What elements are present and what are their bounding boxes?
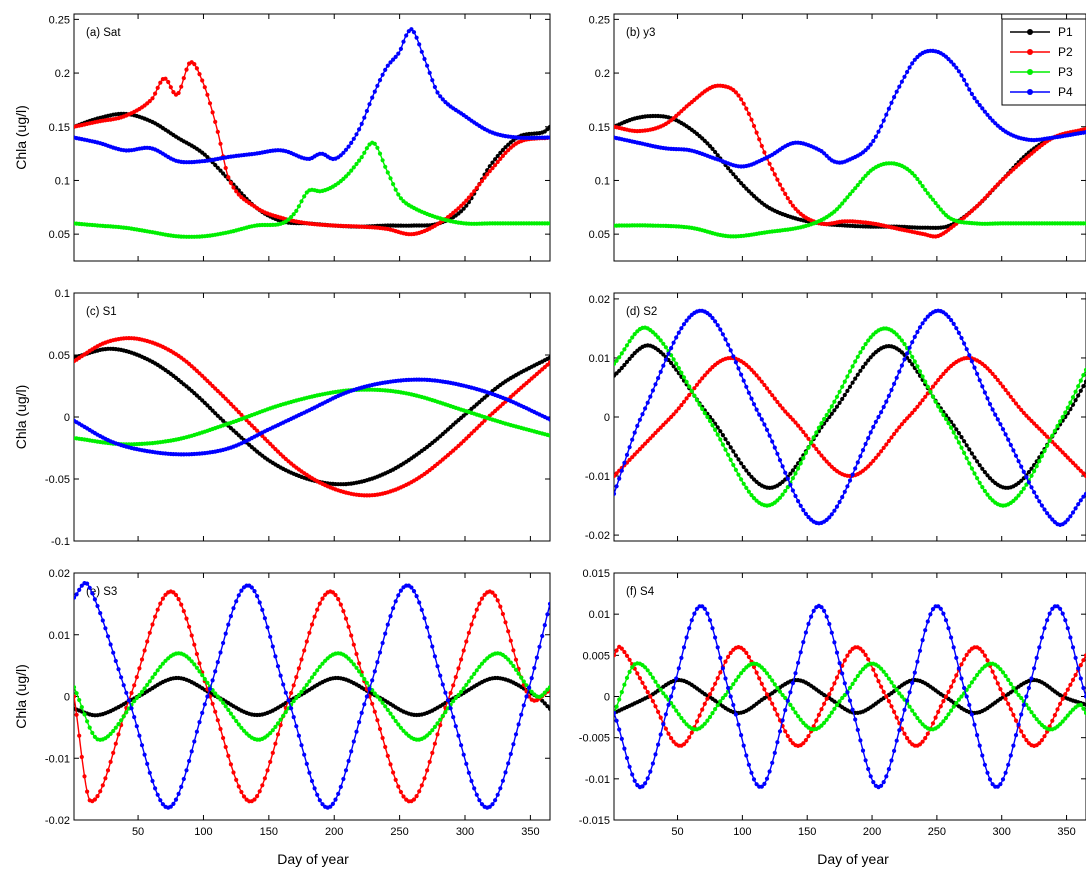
y-tick-label: 0.2 xyxy=(595,68,610,80)
panel-label: (e) S3 xyxy=(86,586,117,598)
y-axis-label: Chla (ug/l) xyxy=(13,385,29,450)
series-p2-markers xyxy=(614,644,1086,749)
y-tick-label: -0.02 xyxy=(45,815,70,827)
legend-marker-p3 xyxy=(1027,69,1033,75)
series-p3-markers xyxy=(614,325,1086,508)
series-p2-markers xyxy=(614,355,1086,479)
y-tick-label: -0.1 xyxy=(51,536,70,548)
y-tick-label: 0.15 xyxy=(589,122,610,134)
series-p4-markers xyxy=(74,377,550,457)
x-tick-label: 250 xyxy=(390,826,408,838)
y-axis-label: Chla (ug/l) xyxy=(13,105,29,170)
y-tick-label: 0.01 xyxy=(589,353,610,365)
y-tick-label: -0.01 xyxy=(585,471,610,483)
x-tick-label: 150 xyxy=(798,826,816,838)
panel-c-s1: -0.1 -0.05 0 0.05 0.1 (c) S1 Chla (ug/l) xyxy=(13,288,551,548)
x-tick-label: 200 xyxy=(325,826,343,838)
series-p3-markers xyxy=(74,140,550,239)
plot-area-frame xyxy=(613,572,1086,821)
panel-d-s2: -0.02 -0.01 0 0.01 0.02 (d) S2 xyxy=(585,292,1086,542)
x-tick-label: 350 xyxy=(1057,826,1075,838)
series-p3-markers xyxy=(614,161,1086,239)
x-tick-label: 300 xyxy=(456,826,474,838)
legend-box xyxy=(1001,18,1086,106)
x-axis-label-right: Day of year xyxy=(817,851,889,867)
y-tick-label: -0.005 xyxy=(579,733,610,745)
y-axis-label: Chla (ug/l) xyxy=(13,664,29,729)
x-tick-label: 50 xyxy=(671,826,683,838)
y-tick-label: -0.05 xyxy=(45,474,70,486)
legend-label-p2: P2 xyxy=(1058,45,1073,59)
y-tick-label: 0.01 xyxy=(49,630,70,642)
series-p3-markers xyxy=(74,651,550,742)
y-tick-label: 0 xyxy=(64,412,70,424)
series-p4-markers xyxy=(74,27,550,165)
panel-label: (c) S1 xyxy=(86,306,117,318)
x-tick-label: 300 xyxy=(993,826,1011,838)
y-tick-label: -0.01 xyxy=(585,774,610,786)
x-tick-label: 150 xyxy=(260,826,278,838)
y-tick-label: 0.1 xyxy=(55,175,70,187)
y-tick-label: 0.005 xyxy=(582,650,610,662)
panel-f-s4: -0.015 -0.01 -0.005 0 0.005 0.01 0.015 50 100 150… xyxy=(579,568,1086,838)
plot-area-frame xyxy=(73,292,551,542)
y-tick-label: 0.05 xyxy=(49,229,70,241)
x-tick-label: 50 xyxy=(132,826,144,838)
x-tick-label: 250 xyxy=(928,826,946,838)
series-p2-markers xyxy=(74,60,550,237)
series-p4-markers xyxy=(614,48,1086,169)
legend-label-p4: P4 xyxy=(1058,85,1073,99)
y-tick-label: 0.2 xyxy=(55,68,70,80)
legend-label-p1: P1 xyxy=(1058,25,1073,39)
plot-area-frame xyxy=(73,13,551,262)
y-tick-label: 0.25 xyxy=(589,14,610,26)
panel-label: (a) Sat xyxy=(86,27,121,39)
legend-marker-p1 xyxy=(1027,29,1033,35)
y-tick-label: 0.02 xyxy=(589,294,610,306)
y-tick-label: 0.01 xyxy=(589,609,610,621)
x-axis-label-left: Day of year xyxy=(277,851,349,867)
y-tick-label: -0.02 xyxy=(585,530,610,542)
x-tick-label: 100 xyxy=(194,826,212,838)
panel-label: (f) S4 xyxy=(626,586,655,598)
panel-a-sat: 0.05 0.1 0.15 0.2 0.25 (a) Sat Chla (ug/l) xyxy=(13,13,551,262)
legend-marker-p2 xyxy=(1027,49,1033,55)
x-tick-label: 100 xyxy=(733,826,751,838)
y-tick-label: 0 xyxy=(604,692,610,704)
y-tick-label: 0 xyxy=(64,692,70,704)
series-p4-markers xyxy=(74,581,550,810)
y-tick-label: 0.25 xyxy=(49,14,70,26)
panel-label: (b) y3 xyxy=(626,27,655,39)
plot-area-frame xyxy=(613,292,1086,542)
series-p3-markers xyxy=(614,661,1086,732)
legend: P1 P2 P3 P4 xyxy=(1001,18,1086,106)
y-tick-label: 0.1 xyxy=(595,175,610,187)
y-tick-label: 0.015 xyxy=(582,568,610,580)
legend-marker-p4 xyxy=(1027,89,1033,95)
series-p2-markers xyxy=(74,589,550,804)
x-tick-label: 350 xyxy=(521,826,539,838)
series-p4-markers xyxy=(614,603,1086,790)
y-tick-label: 0.1 xyxy=(55,288,70,300)
series-p2-markers xyxy=(614,83,1086,239)
panel-label: (d) S2 xyxy=(626,306,657,318)
y-tick-label: -0.01 xyxy=(45,753,70,765)
y-tick-label: -0.015 xyxy=(579,815,610,827)
x-tick-label: 200 xyxy=(863,826,881,838)
panel-e-s3: -0.02 -0.01 0 0.01 0.02 50 100 150 200 250 300 350 (… xyxy=(13,568,551,838)
legend-label-p3: P3 xyxy=(1058,65,1073,79)
series-p4-markers xyxy=(614,308,1086,528)
y-tick-label: 0.05 xyxy=(49,350,70,362)
y-tick-label: 0.15 xyxy=(49,122,70,134)
series-p1-markers xyxy=(614,677,1086,716)
y-tick-label: 0.05 xyxy=(589,229,610,241)
y-tick-label: 0 xyxy=(604,412,610,424)
y-tick-label: 0.02 xyxy=(49,568,70,580)
